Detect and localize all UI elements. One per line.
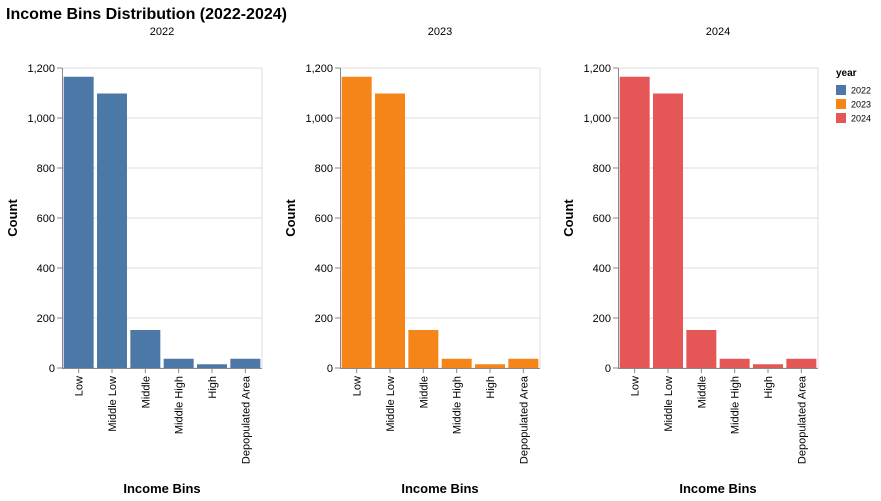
y-axis-title: Count xyxy=(283,199,298,237)
bar-2024-high xyxy=(753,364,783,368)
bar-2022-middle-high xyxy=(163,358,194,368)
x-tick-label: Middle Low xyxy=(663,376,675,432)
bar-2023-high xyxy=(475,364,505,368)
bar-2023-middle-low xyxy=(375,93,405,368)
x-axis-title: Income Bins xyxy=(401,481,478,496)
bar-2024-middle-low xyxy=(653,93,683,368)
x-tick-label: Low xyxy=(74,376,86,396)
y-tick-label: 200 xyxy=(315,313,333,325)
x-tick-label: Middle Low xyxy=(107,376,119,432)
y-tick-label: 400 xyxy=(315,263,333,275)
y-tick-label: 200 xyxy=(37,313,55,325)
legend-title: year xyxy=(836,68,857,79)
x-tick-label: Middle xyxy=(140,376,152,408)
x-tick-label: Middle High xyxy=(730,376,742,434)
x-tick-label: Middle High xyxy=(452,376,464,434)
legend-label-2024: 2024 xyxy=(851,114,871,124)
y-tick-label: 0 xyxy=(49,363,55,375)
bar-2023-middle-high xyxy=(441,358,472,368)
y-axis-title: Count xyxy=(561,199,576,237)
chart-title: Income Bins Distribution (2022-2024) xyxy=(6,6,287,23)
legend: year 2022 2023 2024 xyxy=(836,68,871,124)
y-tick-label: 1,200 xyxy=(583,63,611,75)
bar-2024-middle xyxy=(686,330,717,368)
legend-swatch-2022 xyxy=(836,85,846,95)
facets: 2022 0 200 400 600 800 1,000 1,200 Count Low Middl… xyxy=(5,26,819,496)
y-tick-label: 600 xyxy=(37,213,55,225)
bar-2022-low xyxy=(63,76,94,368)
y-tick-label: 1,000 xyxy=(583,113,611,125)
y-tick-label: 600 xyxy=(315,213,333,225)
x-tick-label: Middle High xyxy=(174,376,186,434)
y-tick-label: 600 xyxy=(593,213,611,225)
bar-2022-high xyxy=(197,364,227,368)
y-tick-label: 1,000 xyxy=(305,113,333,125)
x-tick-label: Low xyxy=(630,376,642,396)
bar-2023-low xyxy=(341,76,372,368)
x-tick-label: Low xyxy=(352,376,364,396)
x-axis-title: Income Bins xyxy=(123,481,200,496)
x-tick-label: High xyxy=(485,376,497,399)
y-tick-label: 0 xyxy=(327,363,333,375)
facet-2023: 2023 0 200 400 600 800 1,000 1,200 Count Low Middl… xyxy=(283,26,541,496)
facet-title: 2023 xyxy=(428,26,452,38)
y-tick-label: 1,000 xyxy=(27,113,55,125)
bar-2023-depopulated-area xyxy=(508,358,539,368)
y-tick-label: 800 xyxy=(593,163,611,175)
bar-2022-middle-low xyxy=(97,93,127,368)
bar-2022-middle xyxy=(130,330,161,368)
facet-2022: 2022 0 200 400 600 800 1,000 1,200 Count Low Middl… xyxy=(5,26,263,496)
bar-2024-middle-high xyxy=(719,358,750,368)
y-axis-title: Count xyxy=(5,199,20,237)
y-tick-label: 400 xyxy=(593,263,611,275)
y-tick-label: 1,200 xyxy=(305,63,333,75)
x-tick-label: Middle Low xyxy=(385,376,397,432)
legend-swatch-2023 xyxy=(836,99,846,109)
legend-label-2023: 2023 xyxy=(851,100,871,110)
y-tick-label: 800 xyxy=(37,163,55,175)
bar-2023-middle xyxy=(408,330,439,368)
facet-2024: 2024 0 200 400 600 800 1,000 1,200 Count Low Middl… xyxy=(561,26,819,496)
x-tick-label: High xyxy=(763,376,775,399)
bar-2024-depopulated-area xyxy=(786,358,817,368)
y-tick-label: 200 xyxy=(593,313,611,325)
x-tick-label: Depopulated Area xyxy=(518,375,530,464)
x-axis-title: Income Bins xyxy=(679,481,756,496)
x-tick-label: High xyxy=(207,376,219,399)
y-tick-label: 800 xyxy=(315,163,333,175)
x-tick-label: Middle xyxy=(696,376,708,408)
y-tick-label: 0 xyxy=(605,363,611,375)
bar-2024-low xyxy=(619,76,650,368)
y-tick-label: 1,200 xyxy=(27,63,55,75)
x-tick-label: Depopulated Area xyxy=(240,375,252,464)
y-tick-label: 400 xyxy=(37,263,55,275)
bar-2022-depopulated-area xyxy=(230,358,261,368)
facet-title: 2024 xyxy=(706,26,730,38)
legend-label-2022: 2022 xyxy=(851,86,871,96)
legend-swatch-2024 xyxy=(836,113,846,123)
facet-title: 2022 xyxy=(150,26,174,38)
x-tick-label: Middle xyxy=(418,376,430,408)
x-tick-label: Depopulated Area xyxy=(796,375,808,464)
